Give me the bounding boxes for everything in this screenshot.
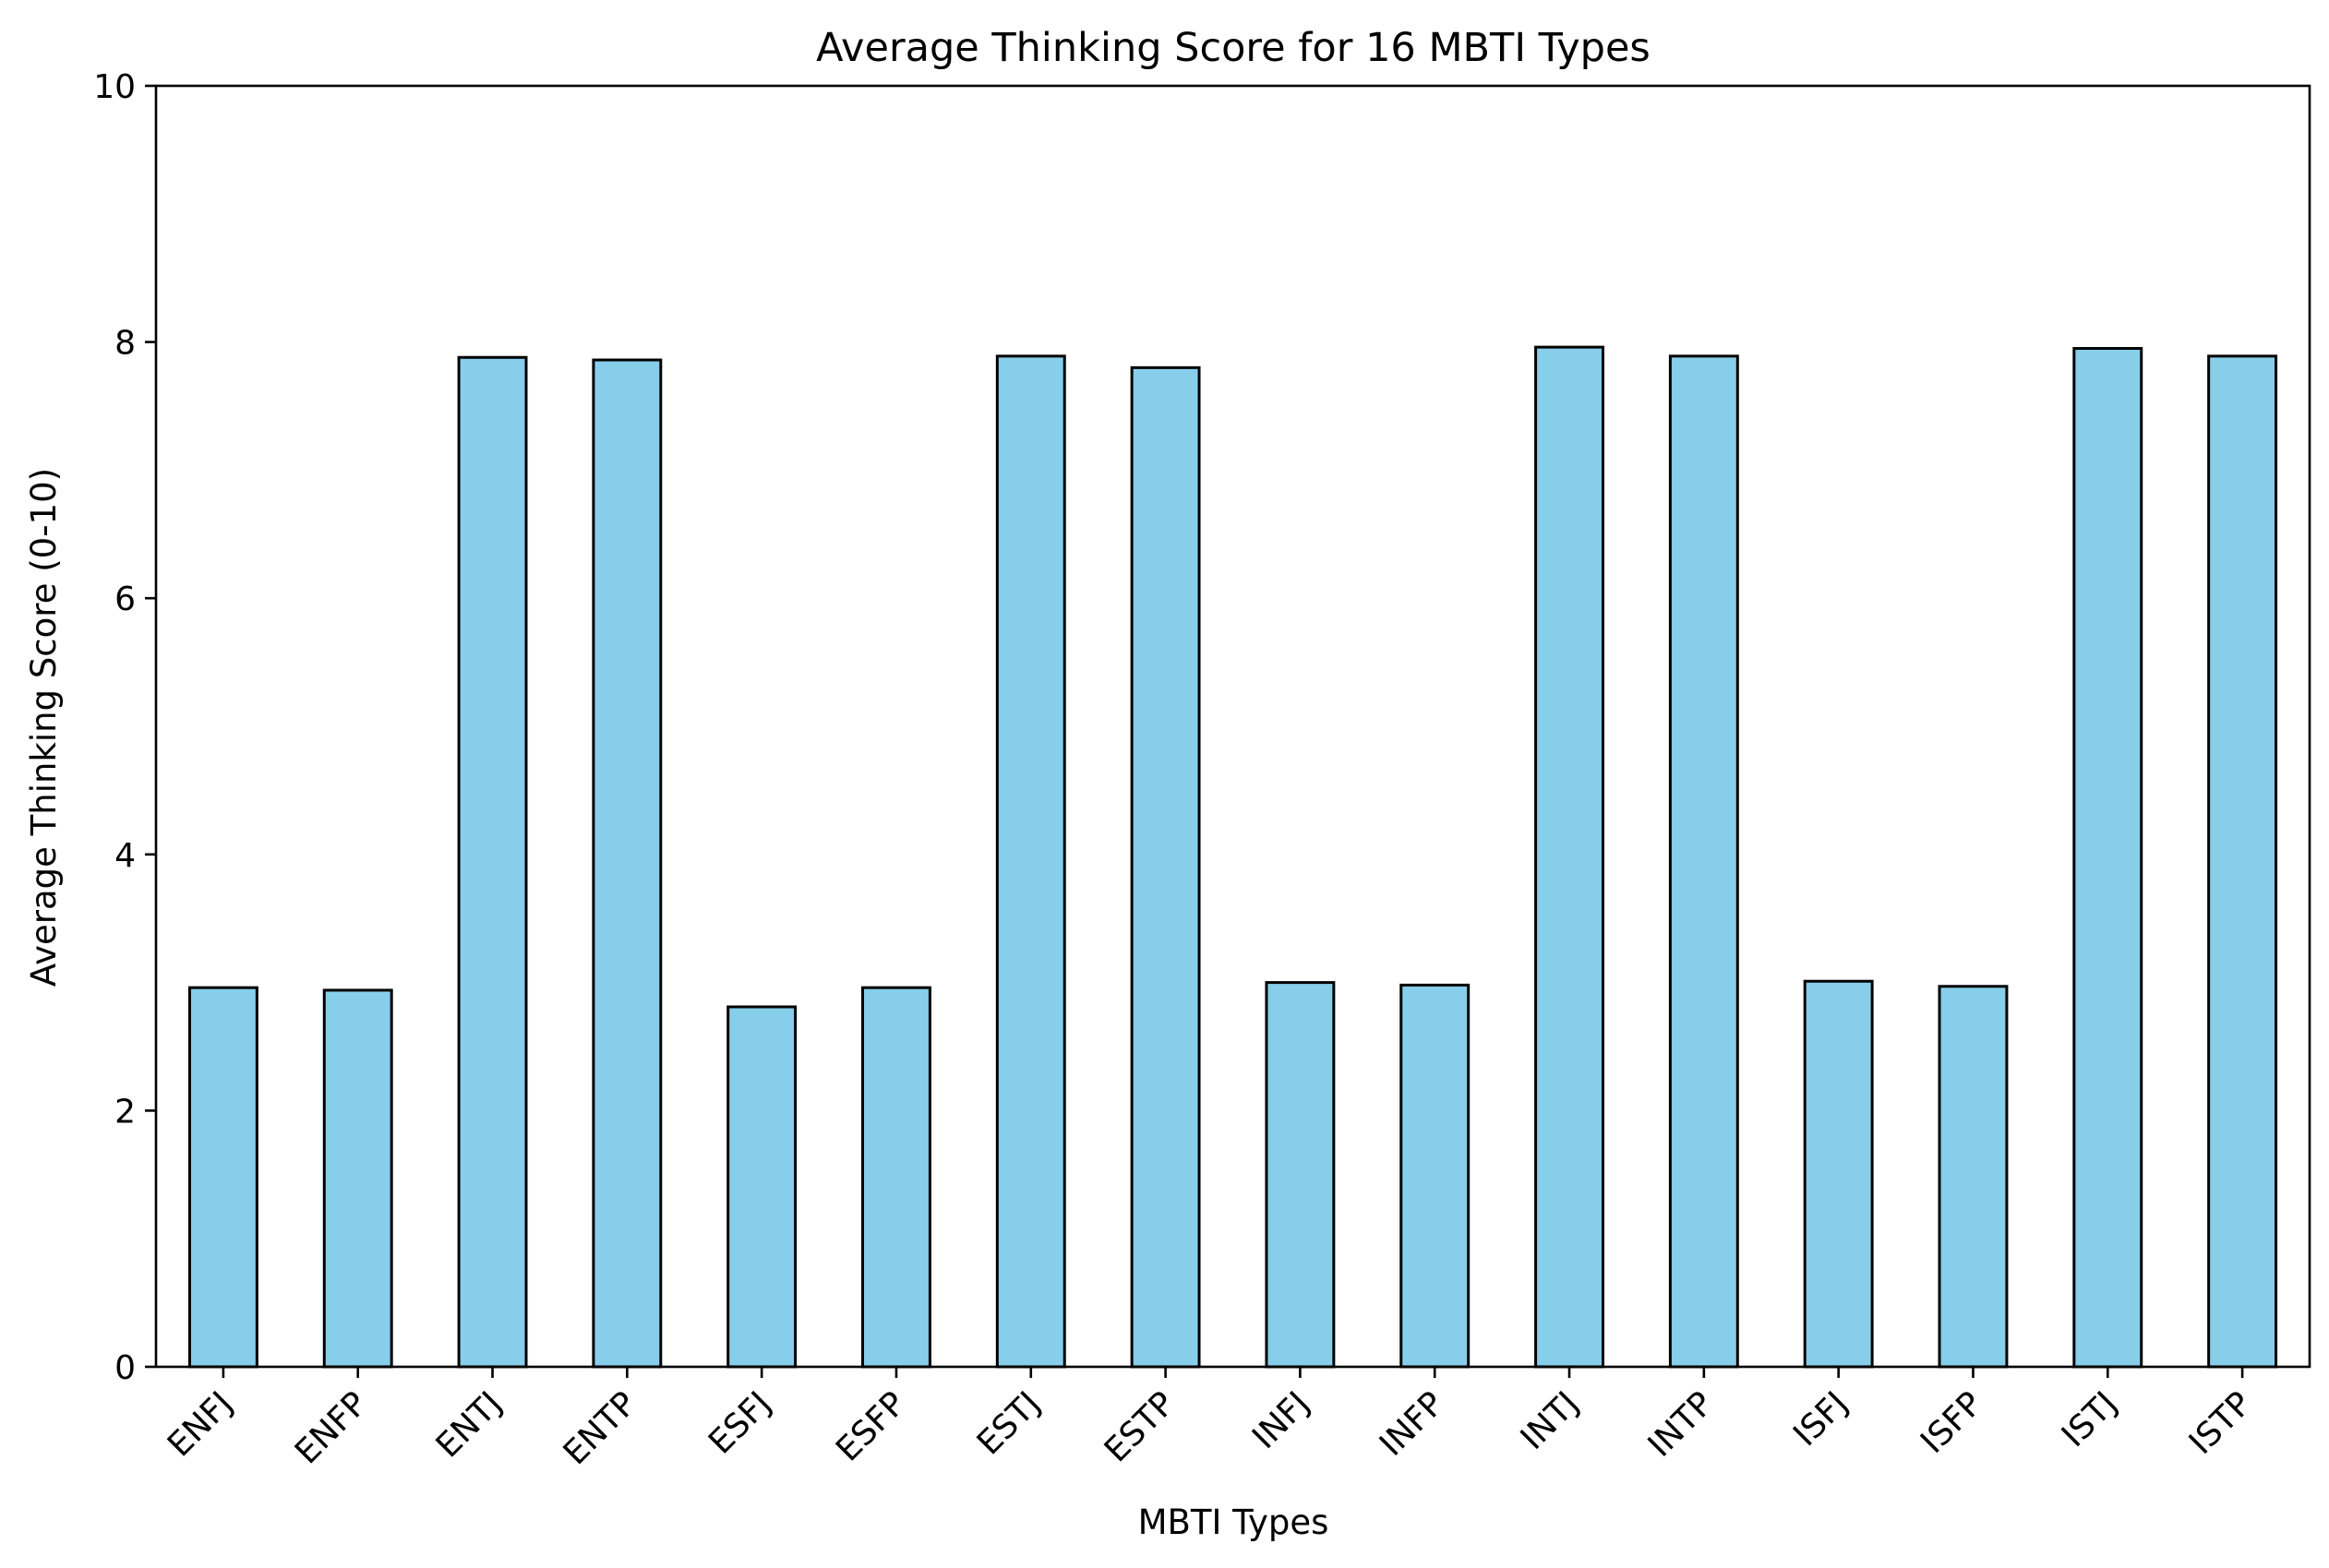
- x-tick-label-isfj: ISFJ: [1786, 1384, 1855, 1454]
- bar-entj: [457, 355, 528, 1369]
- x-tick-label-entp: ENTP: [557, 1384, 644, 1472]
- x-tick-label-intj: INTJ: [1514, 1384, 1587, 1457]
- x-tick-label-enfj: ENFJ: [161, 1384, 240, 1464]
- bar-enfp: [322, 988, 393, 1369]
- y-tick-label-2: 2: [114, 1093, 136, 1131]
- bars-group: [187, 345, 2278, 1369]
- bar-estp: [1130, 365, 1201, 1369]
- bar-isfp: [1938, 985, 2009, 1369]
- bar-infj: [1265, 981, 1336, 1369]
- plot-frame: [154, 84, 2311, 1369]
- x-tick-label-infj: INFJ: [1245, 1384, 1317, 1456]
- x-tick-label-entj: ENTJ: [429, 1384, 510, 1465]
- x-tick-label-intp: INTP: [1641, 1384, 1721, 1464]
- x-tick-label-isfp: ISFP: [1914, 1384, 1990, 1461]
- bar-enfj: [187, 986, 258, 1369]
- x-tick-label-enfp: ENFP: [288, 1384, 375, 1471]
- bar-intj: [1534, 345, 1604, 1369]
- bar-istj: [2072, 347, 2143, 1369]
- bar-esfj: [726, 1005, 798, 1369]
- bar-intp: [1668, 354, 1739, 1369]
- x-axis-label: MBTI Types: [1138, 1502, 1329, 1542]
- bar-estj: [995, 354, 1066, 1369]
- x-tick-label-istj: ISTJ: [2055, 1384, 2125, 1454]
- bar-entp: [592, 358, 663, 1369]
- x-tick-label-estj: ESTJ: [970, 1384, 1048, 1462]
- x-tick-label-esfj: ESFJ: [702, 1384, 778, 1461]
- x-axis: ENFJ ENFP ENTJ ENTP ESFJ ESFP ESTJ ESTP INFJ INFP…: [161, 1367, 2259, 1472]
- y-axis-label: Average Thinking Score (0-10): [24, 468, 64, 987]
- y-tick-label-4: 4: [114, 837, 136, 875]
- x-tick-label-esfp: ESFP: [829, 1384, 913, 1468]
- bar-istp: [2207, 354, 2278, 1369]
- x-tick-label-istp: ISTP: [2182, 1384, 2260, 1462]
- y-tick-label-8: 8: [114, 325, 136, 363]
- bar-esfp: [861, 986, 931, 1369]
- x-tick-label-infp: INFP: [1373, 1384, 1452, 1464]
- bar-isfj: [1803, 979, 1874, 1369]
- y-axis: 0 2 4 6 8 10: [93, 68, 156, 1387]
- y-tick-label-10: 10: [93, 68, 136, 106]
- bar-infp: [1399, 983, 1471, 1369]
- y-tick-label-6: 6: [114, 581, 136, 618]
- y-tick-label-0: 0: [114, 1349, 136, 1387]
- chart-title: Average Thinking Score for 16 MBTI Types: [816, 25, 1651, 71]
- x-tick-label-estp: ESTP: [1098, 1384, 1183, 1469]
